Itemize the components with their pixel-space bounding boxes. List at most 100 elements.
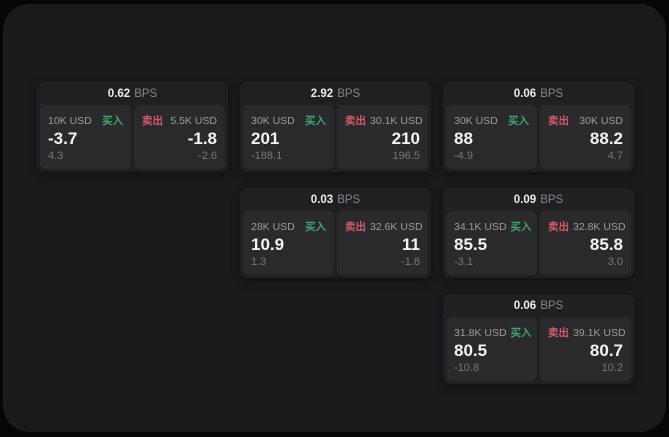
- buy-panel-top-row: 10K USD 买入: [48, 113, 123, 128]
- sell-panel-top-row: 卖出 32.6K USD: [345, 219, 423, 234]
- bps-unit-label: BPS: [337, 87, 361, 100]
- buy-quote-panel[interactable]: 31.8K USD 买入 80.5 -10.8: [446, 317, 537, 381]
- bps-value: 2.92: [310, 87, 334, 100]
- bps-value: 0.03: [310, 193, 334, 206]
- quote-panels: 30K USD 买入 88 -4.9 卖出 30K USD 88.2 4.7: [443, 105, 634, 172]
- sell-panel-top-row: 卖出 32.8K USD: [548, 219, 626, 234]
- buy-amount: 28K USD: [251, 220, 295, 233]
- sell-quote-panel[interactable]: 卖出 5.5K USD -1.8 -2.6: [134, 105, 225, 169]
- buy-quote-panel[interactable]: 30K USD 买入 201 -188.1: [243, 105, 334, 169]
- buy-sub-value: -3.1: [454, 256, 473, 268]
- buy-price: -3.7: [48, 128, 78, 148]
- buy-amount: 30K USD: [454, 114, 498, 127]
- sell-panel-top-row: 卖出 30.1K USD: [345, 113, 423, 128]
- sell-sub-value: -1.8: [401, 256, 420, 268]
- buy-price: 10.9: [251, 234, 285, 254]
- buy-panel-top-row: 30K USD 买入: [454, 113, 529, 128]
- card-header: 0.06 BPS: [443, 294, 634, 317]
- buy-panel-top-row: 28K USD 买入: [251, 219, 326, 234]
- bps-value: 0.62: [107, 87, 131, 100]
- bps-value: 0.06: [513, 299, 537, 312]
- sell-side-label: 卖出: [548, 221, 569, 233]
- sell-price: -1.8: [187, 128, 217, 148]
- card-header: 0.09 BPS: [443, 188, 634, 211]
- card-header: 0.06 BPS: [443, 82, 634, 105]
- sell-amount: 30.1K USD: [370, 114, 423, 127]
- buy-sub-value: -188.1: [251, 150, 283, 162]
- buy-side-label: 买入: [510, 221, 532, 233]
- sell-side-label: 卖出: [548, 327, 569, 339]
- buy-price: 201: [251, 128, 280, 148]
- quote-panels: 28K USD 买入 10.9 1.3 卖出 32.6K USD 11 -1.8: [240, 211, 431, 278]
- sell-amount: 32.8K USD: [573, 220, 626, 233]
- quote-card: 0.06 BPS 30K USD 买入 88 -4.9 卖出 30K USD 8…: [443, 82, 634, 172]
- buy-side-label: 买入: [102, 115, 123, 127]
- bps-unit-label: BPS: [337, 193, 361, 206]
- bps-value: 0.06: [513, 87, 537, 100]
- sell-quote-panel[interactable]: 卖出 39.1K USD 80.7 10.2: [540, 317, 631, 381]
- sell-quote-panel[interactable]: 卖出 32.6K USD 11 -1.8: [337, 211, 428, 275]
- buy-sub-value: -10.8: [454, 362, 480, 374]
- sell-amount: 30K USD: [579, 114, 623, 127]
- buy-side-label: 买入: [305, 115, 326, 127]
- buy-quote-panel[interactable]: 10K USD 买入 -3.7 4.3: [40, 105, 131, 169]
- bps-value: 0.09: [513, 193, 537, 206]
- sell-sub-value: -2.6: [198, 150, 217, 162]
- sell-price: 85.8: [589, 234, 623, 254]
- bps-unit-label: BPS: [540, 87, 564, 100]
- sell-price: 88.2: [589, 128, 623, 148]
- card-header: 2.92 BPS: [240, 82, 431, 105]
- sell-amount: 39.1K USD: [573, 326, 626, 339]
- sell-side-label: 卖出: [345, 221, 366, 233]
- sell-quote-panel[interactable]: 卖出 32.8K USD 85.8 3.0: [540, 211, 631, 275]
- sell-price: 210: [391, 128, 420, 148]
- sell-side-label: 卖出: [345, 115, 366, 127]
- buy-amount: 31.8K USD: [454, 326, 507, 339]
- card-header: 0.62 BPS: [37, 82, 228, 105]
- quote-card: 0.03 BPS 28K USD 买入 10.9 1.3 卖出 32.6K US…: [240, 188, 431, 278]
- buy-amount: 10K USD: [48, 114, 92, 127]
- bps-unit-label: BPS: [540, 193, 564, 206]
- quote-card: 0.09 BPS 34.1K USD 买入 85.5 -3.1 卖出 32.8K…: [443, 188, 634, 278]
- buy-side-label: 买入: [508, 115, 529, 127]
- buy-quote-panel[interactable]: 34.1K USD 买入 85.5 -3.1: [446, 211, 537, 275]
- sell-side-label: 卖出: [548, 115, 569, 127]
- sell-panel-top-row: 卖出 30K USD: [548, 113, 623, 128]
- buy-side-label: 买入: [510, 327, 532, 339]
- buy-panel-top-row: 30K USD 买入: [251, 113, 326, 128]
- card-header: 0.03 BPS: [240, 188, 431, 211]
- bps-unit-label: BPS: [540, 299, 564, 312]
- sell-side-label: 卖出: [142, 115, 163, 127]
- quote-card: 2.92 BPS 30K USD 买入 201 -188.1 卖出 30.1K …: [240, 82, 431, 172]
- buy-side-label: 买入: [305, 221, 326, 233]
- buy-amount: 30K USD: [251, 114, 295, 127]
- quote-panels: 10K USD 买入 -3.7 4.3 卖出 5.5K USD -1.8 -2.…: [37, 105, 228, 172]
- sell-price: 80.7: [589, 340, 623, 360]
- sell-sub-value: 10.2: [601, 362, 623, 374]
- sell-panel-top-row: 卖出 39.1K USD: [548, 325, 626, 340]
- buy-sub-value: -4.9: [454, 150, 473, 162]
- buy-amount: 34.1K USD: [454, 220, 507, 233]
- quotes-grid: 0.62 BPS 10K USD 买入 -3.7 4.3 卖出 5.5K USD…: [37, 82, 634, 384]
- buy-price: 80.5: [454, 340, 488, 360]
- bps-unit-label: BPS: [134, 87, 158, 100]
- quote-card: 0.62 BPS 10K USD 买入 -3.7 4.3 卖出 5.5K USD…: [37, 82, 228, 172]
- sell-price: 11: [402, 234, 420, 254]
- buy-quote-panel[interactable]: 28K USD 买入 10.9 1.3: [243, 211, 334, 275]
- sell-panel-top-row: 卖出 5.5K USD: [142, 113, 217, 128]
- quote-panels: 31.8K USD 买入 80.5 -10.8 卖出 39.1K USD 80.…: [443, 317, 634, 384]
- buy-panel-top-row: 34.1K USD 买入: [454, 219, 532, 234]
- sell-sub-value: 4.7: [607, 150, 623, 162]
- sell-quote-panel[interactable]: 卖出 30K USD 88.2 4.7: [540, 105, 631, 169]
- sell-quote-panel[interactable]: 卖出 30.1K USD 210 196.5: [337, 105, 428, 169]
- quote-card: 0.06 BPS 31.8K USD 买入 80.5 -10.8 卖出 39.1…: [443, 294, 634, 384]
- sell-sub-value: 196.5: [392, 150, 420, 162]
- app-panel: 0.62 BPS 10K USD 买入 -3.7 4.3 卖出 5.5K USD…: [3, 4, 666, 432]
- buy-price: 88: [454, 128, 473, 148]
- buy-sub-value: 4.3: [48, 150, 64, 162]
- sell-amount: 32.6K USD: [370, 220, 423, 233]
- sell-amount: 5.5K USD: [170, 114, 217, 127]
- buy-quote-panel[interactable]: 30K USD 买入 88 -4.9: [446, 105, 537, 169]
- buy-sub-value: 1.3: [251, 256, 267, 268]
- buy-price: 85.5: [454, 234, 488, 254]
